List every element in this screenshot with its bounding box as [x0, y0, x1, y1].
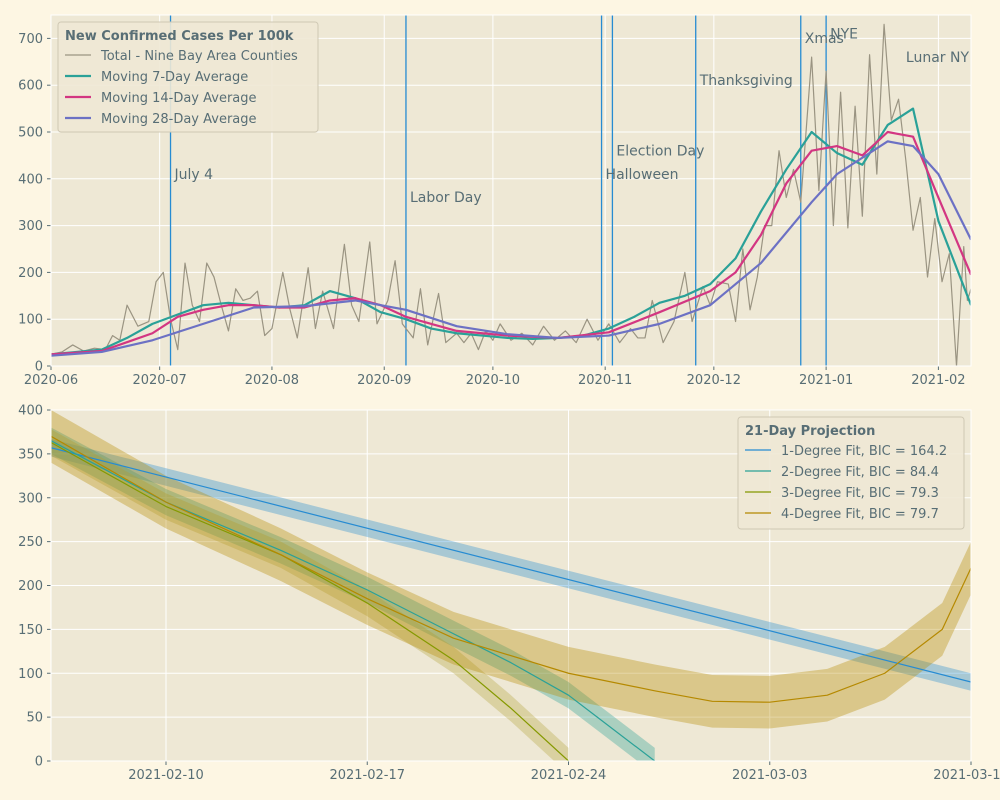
cases-chart: 2020-06 2020-07 2020-08 2020-09 2020-10 2020-…: [18, 14, 972, 388]
legend-entry: 3-Degree Fit, BIC = 79.3: [781, 486, 939, 501]
cases-x-tick-label: 2021-01: [799, 373, 853, 388]
cases-y-tick-label: 300: [18, 219, 43, 234]
legend-entry: Total - Nine Bay Area Counties: [100, 49, 298, 64]
cases-y-tick-label: 100: [18, 313, 43, 328]
legend-entry: Moving 7-Day Average: [101, 70, 248, 85]
projection-y-ticks: 0 50 100 150 200 250 300 350 400: [18, 404, 51, 770]
cases-x-ticks: 2020-06 2020-07 2020-08 2020-09 2020-10 2020-…: [24, 366, 966, 388]
cases-y-tick-label: 200: [18, 266, 43, 281]
annotation-label: Xmas: [805, 31, 844, 47]
cases-y-tick-label: 500: [18, 126, 43, 141]
series-line: [51, 441, 569, 761]
cases-y-tick-label: 400: [18, 172, 43, 187]
projection-x-tick-label: 2021-02-24: [531, 768, 607, 783]
projection-y-tick-label: 100: [18, 667, 43, 682]
legend-title: New Confirmed Cases Per 100k: [65, 29, 294, 44]
cases-x-tick-label: 2020-12: [687, 373, 741, 388]
projection-x-tick-label: 2021-02-10: [128, 768, 204, 783]
projection-chart: 2021-02-10 2021-02-17 2021-02-24 2021-03-03…: [18, 404, 1000, 784]
projection-x-tick-label: 2021-02-17: [329, 768, 405, 783]
projection-y-tick-label: 350: [18, 447, 43, 462]
projection-y-tick-label: 250: [18, 535, 43, 550]
legend-entry: 1-Degree Fit, BIC = 164.2: [781, 444, 947, 459]
annotation-label: July 4: [174, 167, 214, 183]
cases-y-tick-label: 0: [35, 360, 43, 375]
cases-x-tick-label: 2020-07: [132, 373, 186, 388]
series-line: [51, 107, 971, 356]
projection-y-tick-label: 50: [26, 711, 43, 726]
projection-x-tick-label: 2021-03-10: [933, 768, 1000, 783]
cases-plot: [51, 15, 971, 366]
cases-legend: New Confirmed Cases Per 100k Total - Nine…: [57, 21, 319, 133]
legend-frame: [737, 416, 965, 530]
legend-frame: [57, 21, 319, 133]
projection-legend: 21-Day Projection 1-Degree Fit, BIC = 164…: [737, 416, 965, 530]
legend-entry: 4-Degree Fit, BIC = 79.7: [781, 507, 939, 522]
series-band: [51, 427, 655, 761]
annotation-label: Election Day: [616, 143, 704, 159]
cases-x-tick-label: 2021-02: [911, 373, 965, 388]
series-line: [51, 435, 971, 703]
projection-x-ticks: 2021-02-10 2021-02-17 2021-02-24 2021-03-03…: [128, 761, 1000, 783]
legend-title: 21-Day Projection: [745, 424, 875, 439]
series-line: [51, 140, 971, 357]
projection-x-tick-label: 2021-03-03: [732, 768, 808, 783]
projection-y-tick-label: 0: [35, 755, 43, 770]
cases-y-tick-label: 700: [18, 32, 43, 47]
projection-y-tick-label: 150: [18, 623, 43, 638]
annotation-label: Lunar NY: [906, 50, 970, 66]
series-band: [51, 410, 971, 729]
cases-x-tick-label: 2020-06: [24, 373, 78, 388]
projection-plot: [51, 410, 971, 761]
legend-entry: 2-Degree Fit, BIC = 84.4: [781, 465, 939, 480]
cases-x-tick-label: 2020-11: [578, 373, 632, 388]
cases-y-ticks: 0 100 200 300 400 500 600 700: [18, 32, 51, 375]
projection-plot-border: [50, 409, 972, 762]
projection-y-tick-label: 400: [18, 404, 43, 419]
projection-y-tick-label: 200: [18, 579, 43, 594]
projection-y-tick-label: 300: [18, 491, 43, 506]
cases-y-tick-label: 600: [18, 79, 43, 94]
cases-x-tick-label: 2020-08: [245, 373, 299, 388]
legend-entry: Moving 28-Day Average: [101, 112, 257, 127]
series-line: [51, 130, 971, 356]
legend-entry: Moving 14-Day Average: [101, 91, 257, 106]
series-line: [51, 440, 656, 761]
cases-x-tick-label: 2020-10: [466, 373, 520, 388]
annotation-label: NYE: [830, 26, 858, 42]
cases-plot-border: [50, 14, 972, 367]
annotation-label: Labor Day: [410, 190, 482, 206]
annotation-label: Halloween: [606, 167, 679, 183]
series-line: [51, 447, 971, 683]
cases-x-tick-label: 2020-09: [357, 373, 411, 388]
annotation-label: Thanksgiving: [699, 73, 793, 89]
